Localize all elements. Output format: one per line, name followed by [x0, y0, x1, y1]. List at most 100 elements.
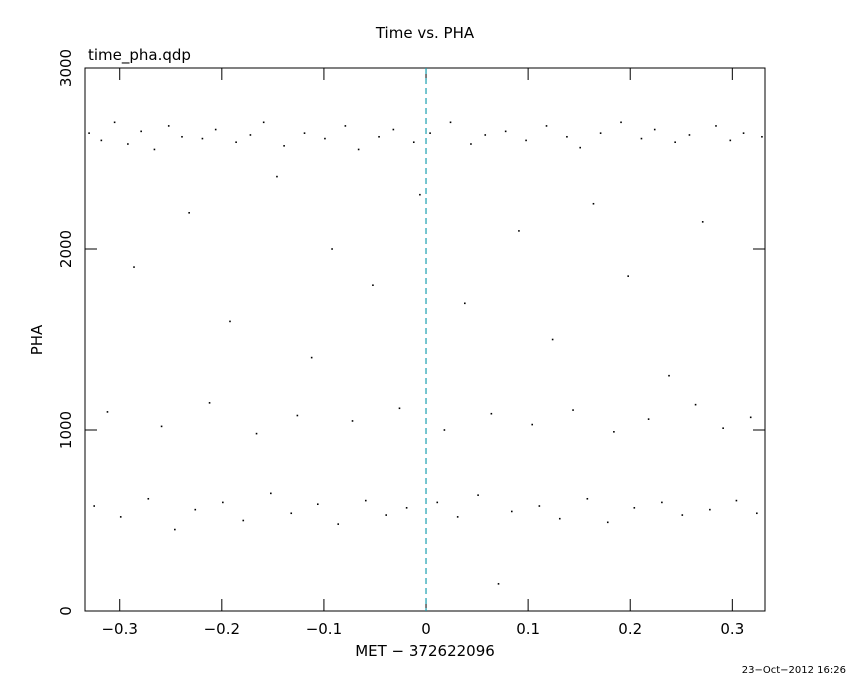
point	[484, 134, 487, 136]
point	[558, 517, 561, 520]
point	[119, 516, 122, 518]
point	[181, 135, 183, 138]
point	[127, 143, 129, 145]
point	[229, 320, 231, 323]
point	[518, 230, 520, 232]
point	[372, 284, 374, 286]
x-tick-label: 0.3	[720, 620, 744, 638]
point	[449, 121, 452, 124]
file-label: time_pha.qdp	[88, 46, 191, 65]
point	[201, 137, 204, 140]
point	[510, 510, 513, 513]
point	[722, 427, 724, 429]
point	[756, 512, 758, 515]
point	[545, 125, 548, 127]
point	[688, 134, 691, 136]
point	[592, 202, 595, 205]
point	[647, 418, 650, 420]
point	[214, 128, 217, 131]
point	[729, 139, 732, 142]
point	[276, 175, 278, 178]
point	[167, 125, 170, 127]
point	[208, 402, 211, 404]
y-tick-label: 2000	[57, 230, 75, 268]
y-tick-label: 1000	[57, 411, 75, 449]
x-tick-label: −0.2	[204, 620, 240, 638]
point	[324, 137, 326, 140]
point	[749, 416, 752, 419]
point	[310, 356, 313, 359]
point	[606, 521, 609, 524]
point	[398, 407, 401, 410]
point	[303, 132, 306, 134]
point	[627, 275, 629, 277]
point	[249, 134, 252, 136]
point	[160, 425, 163, 428]
point	[497, 583, 500, 585]
point	[357, 148, 360, 151]
point	[378, 135, 380, 138]
point	[674, 141, 676, 144]
point	[464, 302, 466, 305]
x-tick-label: 0.2	[618, 620, 642, 638]
point	[140, 130, 142, 133]
point	[551, 338, 554, 341]
x-tick-label: −0.3	[101, 620, 137, 638]
point	[668, 374, 670, 377]
point	[761, 135, 763, 138]
point	[661, 501, 663, 504]
x-tick-label: −0.1	[306, 620, 342, 638]
point	[296, 414, 299, 417]
chart-title: Time vs. PHA	[375, 24, 475, 42]
point	[100, 139, 103, 142]
point	[147, 497, 150, 500]
point	[709, 508, 711, 511]
point	[436, 501, 439, 504]
point	[88, 132, 90, 134]
point	[235, 141, 237, 144]
point	[470, 143, 472, 145]
timestamp: 23−Oct−2012 16:26	[742, 665, 846, 676]
point	[531, 423, 534, 426]
point	[331, 248, 333, 250]
point	[242, 519, 245, 522]
point	[429, 132, 431, 134]
point	[188, 212, 190, 214]
point	[653, 128, 656, 131]
point	[681, 514, 684, 516]
plot-frame	[84, 67, 766, 612]
point	[337, 523, 340, 525]
point	[113, 121, 116, 124]
point	[194, 508, 197, 511]
y-axis-label: PHA	[28, 324, 46, 355]
point	[694, 403, 697, 406]
x-tick-label: 0	[421, 620, 431, 638]
point	[525, 139, 527, 142]
point	[715, 125, 717, 127]
point	[633, 507, 636, 509]
point	[106, 411, 109, 413]
point	[133, 266, 135, 268]
point	[504, 130, 507, 133]
point	[290, 512, 293, 515]
point	[538, 505, 541, 507]
point	[579, 146, 581, 149]
point	[262, 121, 265, 124]
point	[477, 494, 479, 496]
point	[93, 505, 95, 507]
y-tick-label: 0	[57, 606, 75, 616]
point	[283, 145, 285, 147]
point	[405, 507, 408, 509]
point	[572, 409, 574, 411]
point	[174, 528, 176, 531]
point	[456, 516, 459, 518]
point	[613, 431, 615, 433]
point	[742, 132, 745, 134]
x-tick-label: 0.1	[516, 620, 540, 638]
point	[419, 193, 421, 196]
point	[316, 503, 319, 506]
point	[412, 141, 415, 144]
y-tick-label: 3000	[57, 49, 75, 87]
point	[640, 137, 643, 140]
